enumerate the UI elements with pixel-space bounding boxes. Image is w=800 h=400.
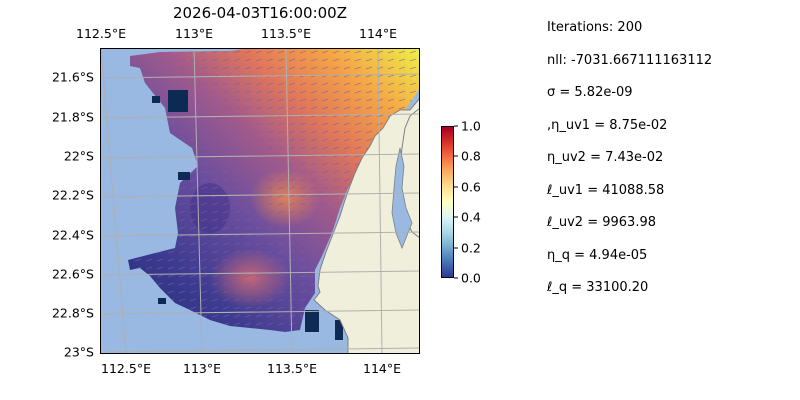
map-title: 2026-04-03T16:00:00Z — [173, 4, 347, 22]
lon-tick-top: 114°E — [358, 26, 398, 41]
colorbar-tick: 0.2 — [454, 240, 481, 255]
colorbar-tick-label: 0.2 — [461, 240, 481, 256]
stat-eta-q: η_q = 4.94e-05 — [547, 247, 648, 263]
lat-tick: 21.8°S — [51, 109, 94, 125]
stats-panel: Iterations: 200 nll: -7031.667111163112 … — [547, 19, 712, 312]
lon-tick-bottom: 114°E — [362, 361, 402, 376]
lat-tick: 21.6°S — [51, 69, 94, 85]
dark-patches — [152, 90, 343, 340]
colorbar-tick: 0.4 — [454, 210, 481, 225]
colorbar-tick: 0.8 — [454, 149, 481, 164]
colorbar-ticks: 0.0 0.2 0.4 0.6 0.8 1.0 — [454, 119, 494, 286]
lon-tick-bottom: 112.5°E — [101, 361, 151, 376]
stat-nll: nll: -7031.667111163112 — [547, 52, 713, 68]
colorbar-tick-label: 0.6 — [461, 179, 481, 195]
lon-tick-top: 113.5°E — [261, 26, 311, 41]
colorbar-tick: 0.6 — [454, 179, 481, 194]
lon-tick-top: 112.5°E — [76, 26, 126, 41]
lat-tick: 22.8°S — [51, 305, 94, 321]
stat-iterations: Iterations: 200 — [547, 20, 643, 35]
colorbar-tick-label: 0.0 — [461, 270, 481, 286]
gridlines — [100, 48, 420, 354]
colorbar-tick: 0.0 — [454, 271, 481, 286]
colorbar-tick: 1.0 — [454, 119, 481, 134]
stat-ell-uv1: ℓ_uv1 = 41088.58 — [547, 182, 665, 198]
colorbar-tick-label: 0.4 — [461, 209, 481, 225]
stat-eta-uv1: ,η_uv1 = 8.75e-02 — [547, 117, 668, 133]
landmass — [313, 97, 420, 354]
lon-tick-bottom: 113.5°E — [267, 361, 317, 376]
colorbar — [441, 126, 454, 278]
colorbar-tick-label: 0.8 — [461, 148, 481, 164]
lon-tick-top: 113°E — [174, 26, 214, 41]
stat-eta-uv2: η_uv2 = 7.43e-02 — [547, 150, 664, 165]
lon-tick-bottom: 113°E — [182, 361, 222, 376]
map-panel[interactable] — [100, 48, 420, 354]
stat-sigma: σ = 5.82e-09 — [547, 85, 633, 100]
lat-tick: 22.6°S — [51, 266, 94, 282]
lat-tick: 22.2°S — [51, 187, 94, 203]
lat-tick: 22.4°S — [51, 227, 94, 243]
map-frame — [100, 48, 420, 354]
stat-ell-uv2: ℓ_uv2 = 9963.98 — [547, 215, 656, 230]
bay — [391, 147, 413, 250]
stat-ell-q: ℓ_q = 33100.20 — [547, 280, 649, 295]
colorbar-tick-label: 1.0 — [461, 118, 481, 134]
lat-tick: 23°S — [63, 344, 94, 360]
lat-tick: 22°S — [63, 148, 94, 164]
